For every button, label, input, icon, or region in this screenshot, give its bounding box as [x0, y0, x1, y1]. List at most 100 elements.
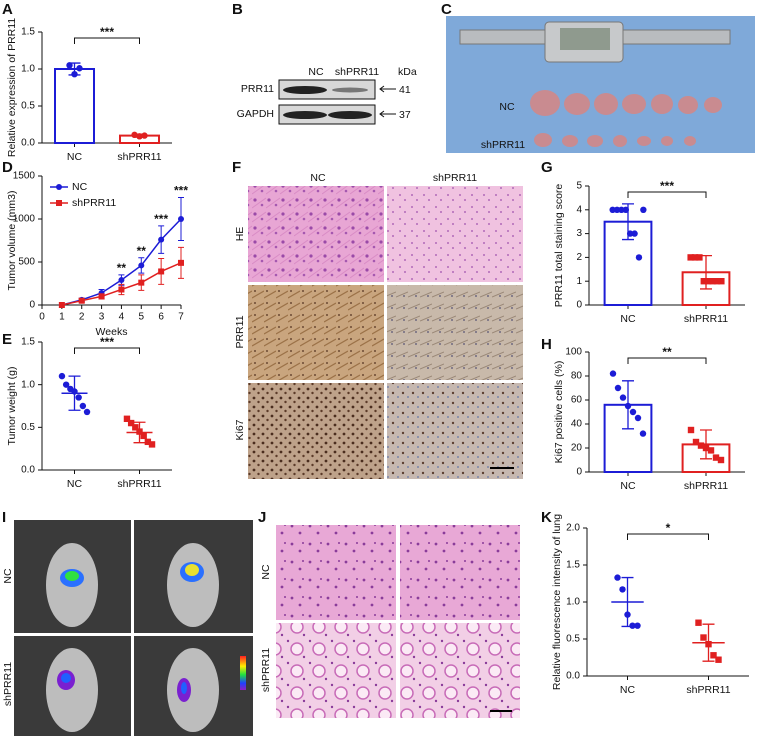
- panel-label: E: [2, 331, 12, 348]
- band: [328, 111, 372, 119]
- point: [718, 278, 725, 285]
- point: [626, 230, 634, 237]
- row-label: NC: [260, 564, 272, 580]
- point: [715, 656, 722, 663]
- y-axis-label: PRR11 total staining score: [553, 184, 565, 308]
- tumors: [530, 90, 722, 147]
- y-tick-label: 0.5: [21, 422, 35, 433]
- point: [614, 574, 621, 581]
- blot-row: GAPDH: [237, 108, 274, 120]
- micrograph: [276, 623, 396, 718]
- point: [613, 206, 621, 213]
- y-tick-label: 0: [576, 467, 582, 478]
- kda-label: 41: [399, 84, 411, 96]
- panel-label: A: [2, 1, 13, 18]
- point: [178, 259, 184, 266]
- panel-label: G: [541, 159, 553, 176]
- panel-label: H: [541, 336, 552, 353]
- row-label: PRR11: [234, 315, 246, 348]
- micrograph: [248, 186, 384, 282]
- blot-unit: kDa: [398, 66, 417, 78]
- point: [148, 441, 156, 448]
- point: [132, 424, 139, 431]
- x-tick-label: NC: [67, 151, 83, 163]
- point: [140, 432, 147, 440]
- x-tick-label: 4: [119, 312, 125, 323]
- significance-bracket: [627, 533, 709, 540]
- point: [58, 372, 66, 380]
- significance-bracket: [627, 357, 707, 364]
- significance: ***: [100, 335, 114, 349]
- y-tick-label: 3: [576, 228, 582, 239]
- micrograph: [387, 383, 523, 479]
- point: [127, 419, 135, 427]
- x-tick-label: 7: [178, 312, 184, 323]
- band: [332, 87, 368, 93]
- histology-grid: NC shPRR11 HE PRR11 Ki67: [234, 172, 523, 479]
- y-tick-label: 60: [571, 395, 583, 406]
- x-tick-label: shPRR11: [686, 684, 730, 696]
- point: [624, 611, 631, 618]
- band: [283, 111, 327, 119]
- point: [705, 640, 712, 648]
- point: [700, 278, 708, 285]
- y-tick-label: 500: [18, 257, 35, 268]
- point: [619, 586, 626, 593]
- point: [138, 262, 145, 269]
- point: [83, 408, 91, 416]
- x-tick-label: NC: [620, 684, 636, 696]
- point: [123, 415, 131, 422]
- x-tick-label: NC: [67, 478, 83, 490]
- y-tick-label: 1.5: [21, 337, 35, 348]
- x-tick-label: 2: [79, 312, 85, 323]
- point: [158, 268, 165, 275]
- point: [629, 408, 637, 416]
- photo-row-label: shPRR11: [481, 139, 525, 151]
- x-tick-label: NC: [620, 480, 636, 492]
- x-tick-label: 6: [158, 312, 164, 323]
- x-tick-label: shPRR11: [684, 313, 728, 325]
- row-label: NC: [2, 568, 14, 584]
- row-label: HE: [234, 227, 246, 242]
- point: [138, 279, 145, 286]
- point: [713, 278, 721, 285]
- point: [71, 388, 78, 395]
- photo-row-label: NC: [499, 101, 515, 113]
- significance: **: [137, 244, 147, 258]
- panel-label: J: [258, 509, 266, 526]
- point: [634, 622, 641, 629]
- point: [635, 254, 643, 261]
- point: [687, 426, 695, 434]
- significance-bracket: [74, 347, 140, 354]
- point: [136, 428, 143, 435]
- row-label: Ki67: [234, 419, 246, 440]
- blot-row: PRR11: [241, 83, 274, 95]
- y-tick-label: 0.0: [566, 671, 580, 682]
- micrograph: [400, 525, 520, 620]
- point: [631, 230, 638, 237]
- y-tick-label: 40: [571, 419, 583, 430]
- point: [136, 133, 143, 140]
- mouse-silhouettes: [46, 543, 219, 732]
- blot-strip: [278, 79, 376, 100]
- y-tick-label: 0.0: [21, 465, 35, 476]
- y-tick-label: 5: [576, 181, 582, 192]
- point: [141, 132, 148, 139]
- y-tick-label: 1500: [13, 171, 36, 182]
- row-label: shPRR11: [2, 662, 14, 706]
- micrograph: [400, 623, 520, 718]
- lung-grid: NC shPRR11: [260, 525, 520, 718]
- point: [695, 619, 702, 626]
- y-tick-label: 1: [576, 276, 582, 287]
- point: [118, 286, 125, 293]
- point: [78, 297, 85, 304]
- significance-bracket: [74, 37, 140, 44]
- y-tick-label: 1000: [13, 214, 36, 225]
- point: [696, 254, 703, 261]
- western-blot: NC shPRR11 kDa PRR11 GAPDH 41 37: [237, 66, 417, 125]
- significance: ***: [174, 184, 188, 198]
- point: [158, 236, 165, 243]
- signal: [57, 562, 204, 702]
- significance: **: [117, 261, 127, 275]
- micrograph: [387, 285, 523, 380]
